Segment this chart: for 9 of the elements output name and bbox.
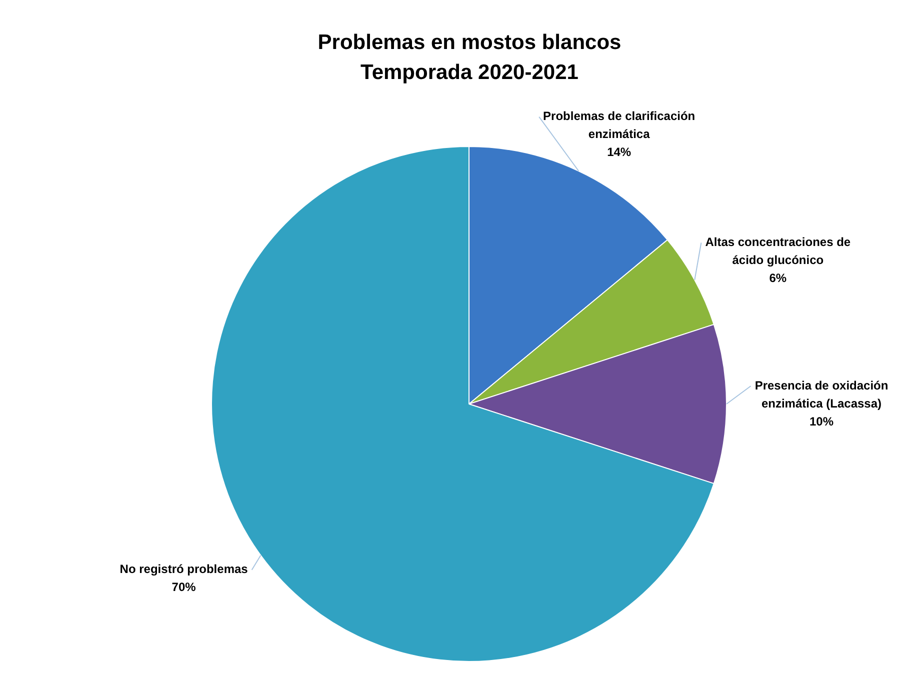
slice-label: Altas concentraciones de ácido glucónico xyxy=(705,234,851,267)
slice-label: Problemas de clarificación enzimática xyxy=(543,109,696,142)
data-label: 10% xyxy=(809,414,834,428)
data-label: 14% xyxy=(607,145,632,160)
slice-label: No registró problemas xyxy=(120,562,248,576)
slice-label: Presencia de oxidación enzimática (Lacassa) xyxy=(754,378,888,410)
data-label: 70% xyxy=(172,580,196,594)
data-label: 6% xyxy=(769,270,787,285)
chart-title: Problemas en mostos blancos Temporada 2020-2021 xyxy=(316,30,622,86)
